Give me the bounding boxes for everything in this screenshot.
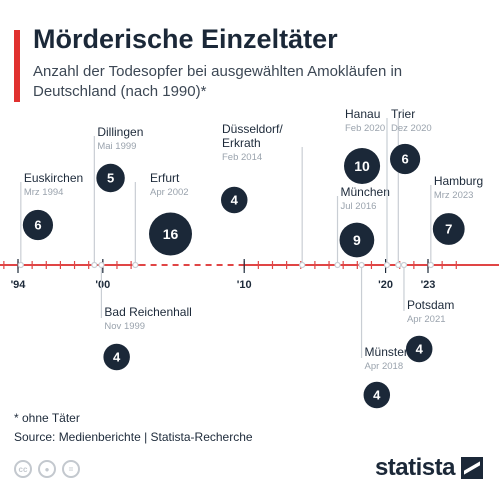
license-icons: cc ● = xyxy=(14,460,80,478)
event-marker xyxy=(91,261,98,269)
x-tick-label: '00 xyxy=(95,279,110,291)
event-name: Potsdam xyxy=(407,298,454,312)
event-marker xyxy=(299,261,306,269)
x-tick-label: '23 xyxy=(421,279,436,291)
event-bubble xyxy=(432,213,465,245)
event-2: Bad Reichenhall Nov 1999 4 xyxy=(98,261,192,371)
event-value: 4 xyxy=(373,388,381,403)
event-marker xyxy=(427,261,434,269)
event-date: Jul 2016 xyxy=(341,201,377,212)
event-value: 6 xyxy=(401,152,408,167)
footnote: * ohne Täter xyxy=(14,411,80,425)
event-date: Nov 1999 xyxy=(104,321,145,332)
event-bubble xyxy=(344,147,381,185)
event-0: Euskirchen Mrz 1994 6 xyxy=(17,171,83,269)
event-7: Hanau Feb 2020 10 xyxy=(344,107,391,269)
x-tick-label: '20 xyxy=(378,279,393,291)
event-bubble xyxy=(339,222,375,258)
statista-logo[interactable]: statista xyxy=(375,454,483,482)
event-name: Hamburg xyxy=(434,174,483,188)
event-marker xyxy=(98,261,105,269)
event-name: Münster xyxy=(365,345,408,359)
event-marker xyxy=(132,261,139,269)
event-bubble xyxy=(22,209,54,241)
event-value: 9 xyxy=(353,232,361,248)
event-bubble xyxy=(149,212,192,256)
event-8: Trier Dez 2020 6 xyxy=(390,107,432,269)
logo-text: statista xyxy=(374,454,456,481)
source-line: Source: Medienberichte | Statista-Recher… xyxy=(14,430,253,444)
event-date: Apr 2018 xyxy=(365,361,404,372)
event-bubble xyxy=(103,343,130,371)
event-value: 4 xyxy=(231,193,239,208)
event-6: Münster Apr 2018 4 xyxy=(358,261,408,409)
event-bubble xyxy=(363,381,391,409)
event-name: München xyxy=(341,185,390,199)
event-9: Potsdam Apr 2021 4 xyxy=(400,261,454,363)
equals-icon[interactable]: = xyxy=(62,460,80,478)
event-bubble xyxy=(405,335,433,363)
event-date: Dez 2020 xyxy=(391,123,432,134)
event-5: München Jul 2016 9 xyxy=(334,185,390,269)
x-tick-label: '94 xyxy=(11,279,27,291)
event-marker xyxy=(383,261,391,269)
event-date: Feb 2014 xyxy=(222,152,262,163)
event-value: 16 xyxy=(163,226,179,242)
event-name: Erkrath xyxy=(222,136,261,150)
event-value: 6 xyxy=(34,218,41,233)
event-marker xyxy=(358,261,365,269)
event-bubble xyxy=(221,186,248,214)
event-1: Dillingen Mai 1999 5 xyxy=(91,125,143,269)
event-marker xyxy=(395,261,402,269)
event-bubble xyxy=(390,143,421,175)
x-tick-label: '10 xyxy=(237,279,252,291)
event-name: Erfurt xyxy=(150,171,180,185)
accent-bar xyxy=(14,30,20,102)
event-name: Bad Reichenhall xyxy=(104,305,191,319)
event-value: 10 xyxy=(354,158,370,174)
event-marker xyxy=(334,261,341,269)
event-date: Mrz 1994 xyxy=(24,187,64,198)
event-date: Feb 2020 xyxy=(345,123,385,134)
event-3: Erfurt Apr 2002 16 xyxy=(132,171,192,269)
event-10: Hamburg Mrz 2023 7 xyxy=(427,174,483,269)
event-value: 4 xyxy=(113,350,121,365)
event-value: 7 xyxy=(445,222,452,237)
logo-mark-icon xyxy=(461,457,483,479)
event-date: Apr 2021 xyxy=(407,314,446,325)
event-value: 4 xyxy=(416,342,424,357)
event-4: Düsseldorf/Erkrath Feb 2014 4 xyxy=(221,122,306,269)
person-icon[interactable]: ● xyxy=(38,460,56,478)
event-marker xyxy=(17,261,24,269)
event-bubble xyxy=(96,163,125,193)
chart-subtitle: Anzahl der Todesopfer bei ausgewählten A… xyxy=(33,63,403,100)
event-name: Düsseldorf/ xyxy=(222,122,283,136)
event-date: Mai 1999 xyxy=(97,141,136,152)
event-name: Trier xyxy=(391,107,415,121)
cc-icon[interactable]: cc xyxy=(14,460,32,478)
event-marker xyxy=(400,261,408,269)
event-date: Mrz 2023 xyxy=(434,190,474,201)
event-name: Euskirchen xyxy=(24,171,83,185)
event-value: 5 xyxy=(107,171,114,186)
event-date: Apr 2002 xyxy=(150,187,189,198)
event-name: Dillingen xyxy=(97,125,143,139)
event-name: Hanau xyxy=(345,107,380,121)
chart-title: Mörderische Einzeltäter xyxy=(33,24,338,54)
